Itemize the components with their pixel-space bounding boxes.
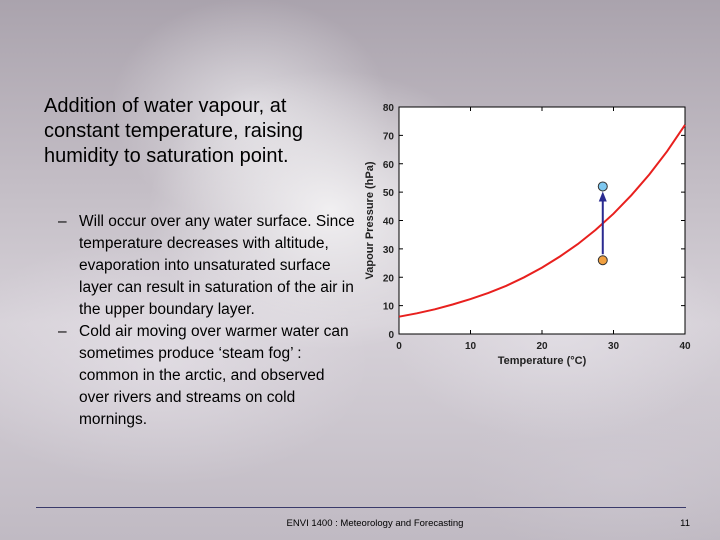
y-tick-label: 50 <box>383 188 395 199</box>
plot-area <box>398 106 686 335</box>
y-tick-label: 80 <box>383 103 395 114</box>
y-tick-label: 60 <box>383 160 395 171</box>
slide-title: Addition of water vapour, at constant te… <box>44 95 304 167</box>
saturation-curve <box>398 124 686 318</box>
y-tick-label: 0 <box>388 330 394 341</box>
x-tick-label: 30 <box>608 341 620 352</box>
bullet-text: Will occur over any water surface. Since… <box>79 213 355 318</box>
bullet-dash: – <box>58 323 67 340</box>
y-tick-label: 10 <box>383 302 395 313</box>
y-tick-label: 20 <box>383 273 395 284</box>
x-tick-label: 40 <box>679 341 691 352</box>
y-tick-label: 40 <box>383 217 395 228</box>
bullet-text: Cold air moving over warmer water can so… <box>79 323 349 428</box>
vapour-pressure-chart: 0 10 20 30 40 0 10 20 30 40 50 60 70 80 Temperature (°… <box>364 103 691 367</box>
x-tick-label: 20 <box>536 341 548 352</box>
page-number: 11 <box>680 518 690 529</box>
footer-course: ENVI 1400 : Meteorology and Forecasting <box>286 518 464 529</box>
x-tick-label: 10 <box>465 341 477 352</box>
bullet-dash: – <box>58 213 67 230</box>
y-tick-label: 30 <box>383 245 395 256</box>
start-point-marker <box>597 255 608 266</box>
saturation-point-marker <box>597 181 608 192</box>
y-axis-label: Vapour Pressure (hPa) <box>364 161 376 279</box>
x-tick-label: 0 <box>396 341 402 352</box>
bullet-item: – Cold air moving over warmer water can s… <box>58 321 358 431</box>
humidity-arrow-head <box>598 191 607 202</box>
bullet-list: – Will occur over any water surface. Sinc… <box>58 211 358 431</box>
y-tick-label: 70 <box>383 131 395 142</box>
x-axis-label: Temperature (°C) <box>498 355 587 367</box>
bullet-item: – Will occur over any water surface. Sinc… <box>58 211 358 321</box>
footer-divider <box>36 507 686 508</box>
